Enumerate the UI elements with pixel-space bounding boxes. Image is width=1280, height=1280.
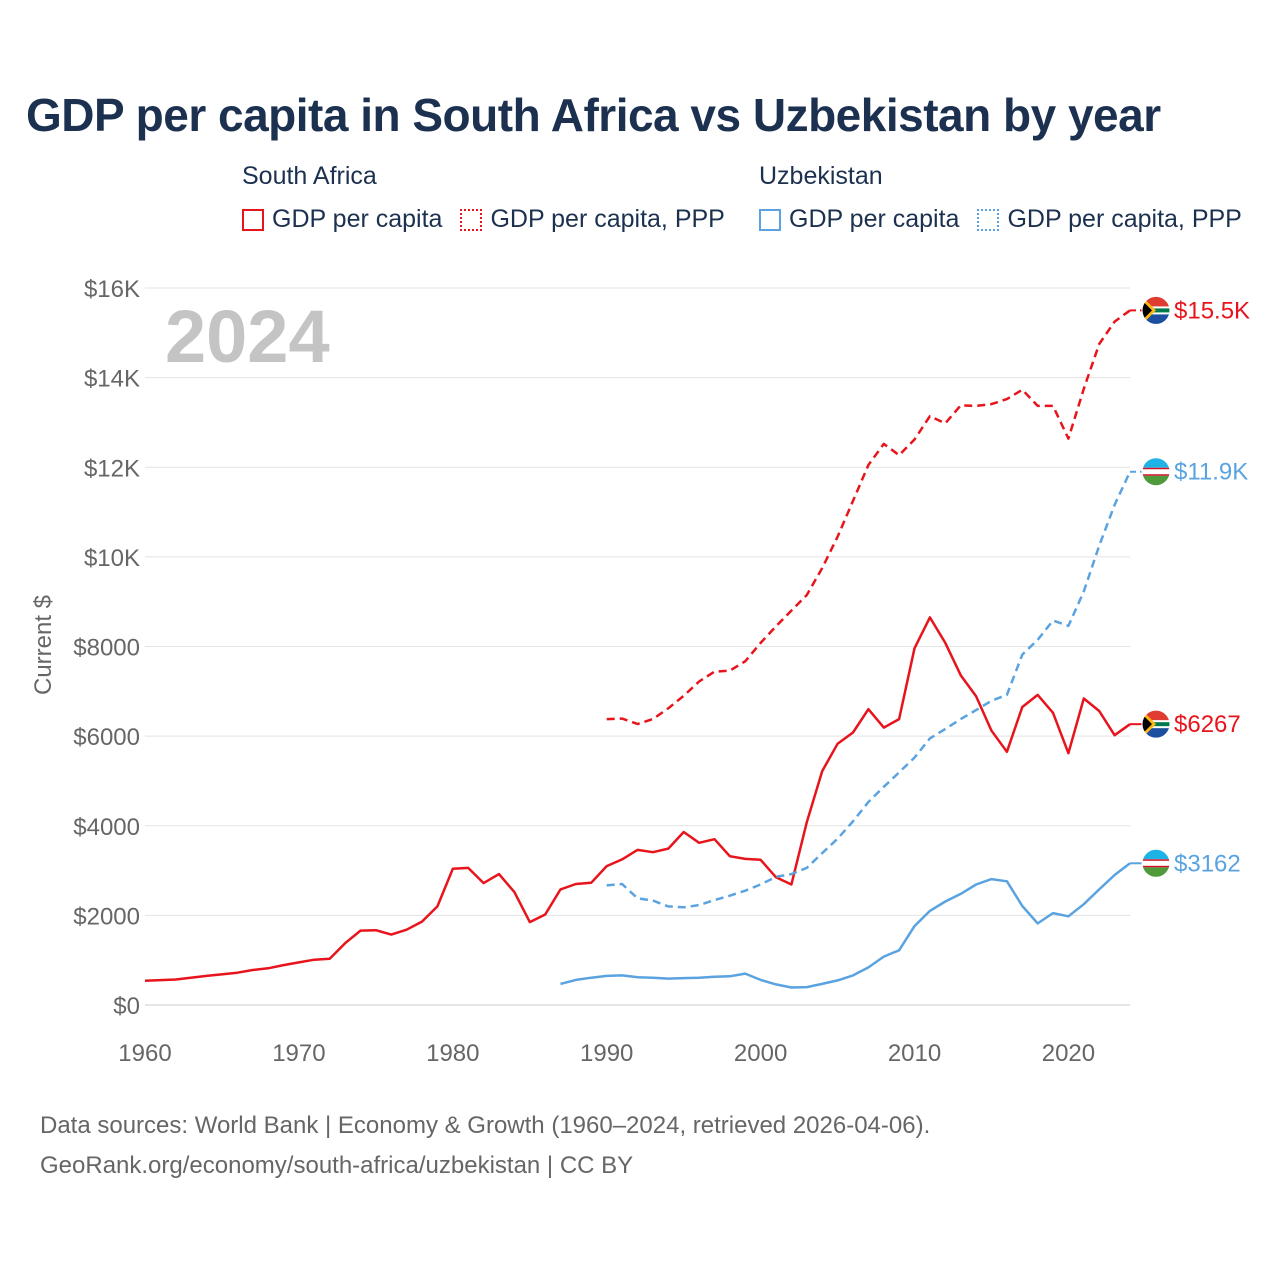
legend-label-uz-gdp: GDP per capita — [789, 205, 960, 233]
end-value-label: $15.5K — [1174, 297, 1250, 324]
series-line-uzbekistan-gdp[interactable] — [560, 862, 1131, 989]
series-lines — [144, 309, 1132, 989]
y-tick-label: $16K — [84, 276, 140, 303]
year-watermark: 2024 — [165, 295, 330, 378]
legend-label-sa-gdp: GDP per capita — [272, 205, 443, 233]
chart-title: GDP per capita in South Africa vs Uzbeki… — [26, 89, 1161, 141]
x-tick-label: 2010 — [888, 1040, 941, 1067]
legend-swatch-dotted-icon — [460, 208, 483, 231]
y-tick-label: $10K — [84, 545, 140, 572]
x-tick-label: 1980 — [426, 1040, 479, 1067]
legend-country-uzbekistan: Uzbekistan — [759, 162, 883, 190]
legend-item-uz-ppp[interactable]: GDP per capita, PPP — [977, 205, 1242, 234]
y-tick-label: $2000 — [73, 903, 140, 930]
end-value-label: $11.9K — [1174, 459, 1248, 486]
legend-swatch-solid-icon — [759, 208, 781, 231]
legend-south-africa: South Africa GDP per capita GDP per capi… — [242, 162, 743, 234]
series-line-south_africa-gdp[interactable] — [144, 616, 1131, 983]
y-tick-label: $12K — [84, 455, 140, 482]
flag-uzbekistan-icon — [1141, 848, 1171, 878]
x-tick-label: 1970 — [272, 1040, 325, 1067]
legend-uzbekistan: Uzbekistan GDP per capita GDP per capita… — [759, 162, 1260, 234]
x-tick-label: 2020 — [1042, 1040, 1095, 1067]
gridlines — [145, 287, 1130, 1006]
end-value-label: $3162 — [1174, 850, 1241, 877]
flag-south_africa-icon — [1141, 709, 1171, 739]
end-value-label: $6267 — [1174, 711, 1241, 738]
legend-swatch-dotted-icon — [977, 208, 1000, 231]
legend-label-sa-ppp: GDP per capita, PPP — [490, 205, 725, 233]
legend-label-uz-ppp: GDP per capita, PPP — [1007, 205, 1242, 233]
series-line-uzbekistan-ppp[interactable] — [606, 471, 1132, 909]
y-tick-label: $6000 — [73, 724, 140, 751]
y-tick-label: $8000 — [73, 635, 140, 662]
y-axis-label: Current $ — [30, 595, 57, 695]
x-tick-label: 1990 — [580, 1040, 633, 1067]
legend-item-sa-gdp[interactable]: GDP per capita — [242, 205, 442, 234]
legend-country-south-africa: South Africa — [242, 162, 377, 190]
y-tick-label: $4000 — [73, 814, 140, 841]
flag-south_africa-icon — [1141, 295, 1171, 325]
data-source-note: Data sources: World Bank | Economy & Gro… — [40, 1112, 931, 1139]
source-link[interactable]: GeoRank.org/economy/south-africa/uzbekis… — [40, 1152, 634, 1179]
legend-swatch-solid-icon — [242, 208, 264, 231]
y-axis-ticks: $0 $2000 $4000 $6000 $8000 $10K $12K $14K $16K — [73, 276, 140, 1020]
x-axis-ticks: 1960 1970 1980 1990 2000 2010 2020 — [118, 1040, 1095, 1067]
footer: Data sources: World Bank | Economy & Gro… — [40, 1106, 930, 1186]
flag-uzbekistan-icon — [1141, 457, 1171, 487]
series-line-south_africa-ppp[interactable] — [606, 309, 1131, 726]
legend-item-uz-gdp[interactable]: GDP per capita — [759, 205, 959, 234]
x-tick-label: 1960 — [118, 1040, 171, 1067]
y-tick-label: $14K — [84, 366, 140, 393]
x-tick-label: 2000 — [734, 1040, 787, 1067]
legend-item-sa-ppp[interactable]: GDP per capita, PPP — [460, 205, 725, 234]
y-tick-label: $0 — [113, 993, 140, 1020]
end-markers: $6267 $15.5K $3162 $11.9K — [1130, 295, 1250, 878]
